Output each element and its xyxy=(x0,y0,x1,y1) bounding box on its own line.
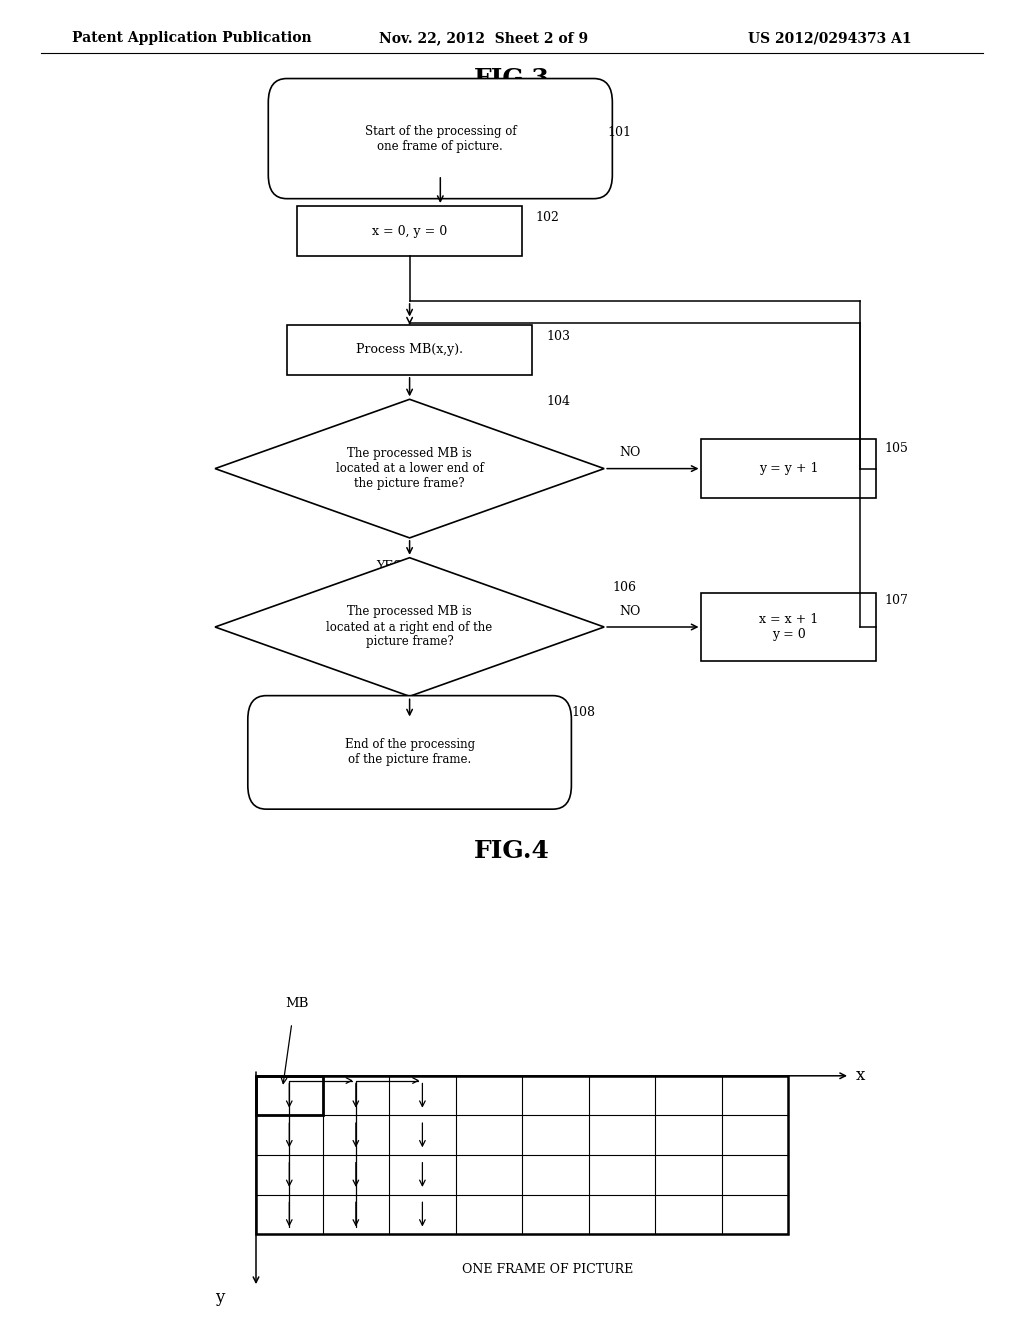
Text: 105: 105 xyxy=(884,442,908,455)
Text: FIG.3: FIG.3 xyxy=(474,67,550,91)
Bar xyxy=(701,438,876,498)
Text: x = x + 1
y = 0: x = x + 1 y = 0 xyxy=(759,612,818,642)
Bar xyxy=(701,593,876,661)
FancyBboxPatch shape xyxy=(268,79,612,198)
Text: YES: YES xyxy=(376,561,402,573)
Text: NO: NO xyxy=(620,605,640,618)
Text: 104: 104 xyxy=(546,395,570,408)
Text: Process MB(x,y).: Process MB(x,y). xyxy=(356,343,463,356)
Text: 108: 108 xyxy=(571,706,596,718)
Text: Patent Application Publication: Patent Application Publication xyxy=(72,32,311,45)
Text: x = 0, y = 0: x = 0, y = 0 xyxy=(372,224,447,238)
Text: y: y xyxy=(215,1290,225,1305)
Text: Start of the processing of
one frame of picture.: Start of the processing of one frame of … xyxy=(365,124,516,153)
Text: 103: 103 xyxy=(546,330,570,343)
Text: FIG.4: FIG.4 xyxy=(474,840,550,863)
FancyBboxPatch shape xyxy=(248,696,571,809)
Text: ONE FRAME OF PICTURE: ONE FRAME OF PICTURE xyxy=(462,1263,634,1276)
Text: The processed MB is
located at a lower end of
the picture frame?: The processed MB is located at a lower e… xyxy=(336,447,483,490)
Text: MB: MB xyxy=(286,997,308,1010)
Bar xyxy=(297,206,522,256)
Text: 102: 102 xyxy=(536,211,560,224)
Polygon shape xyxy=(215,399,604,539)
Bar xyxy=(256,1076,323,1115)
Text: 101: 101 xyxy=(607,125,632,139)
Text: y = y + 1: y = y + 1 xyxy=(759,462,818,475)
Text: The processed MB is
located at a right end of the
picture frame?: The processed MB is located at a right e… xyxy=(327,606,493,648)
Polygon shape xyxy=(215,557,604,697)
Text: US 2012/0294373 A1: US 2012/0294373 A1 xyxy=(748,32,911,45)
Text: NO: NO xyxy=(620,446,640,459)
Text: x: x xyxy=(855,1068,865,1084)
Text: 107: 107 xyxy=(884,594,908,607)
Text: Nov. 22, 2012  Sheet 2 of 9: Nov. 22, 2012 Sheet 2 of 9 xyxy=(379,32,588,45)
Text: 106: 106 xyxy=(612,581,637,594)
Bar xyxy=(256,1076,788,1234)
Bar xyxy=(287,325,532,375)
Text: YES: YES xyxy=(376,719,402,731)
Text: End of the processing
of the picture frame.: End of the processing of the picture fra… xyxy=(344,738,475,767)
